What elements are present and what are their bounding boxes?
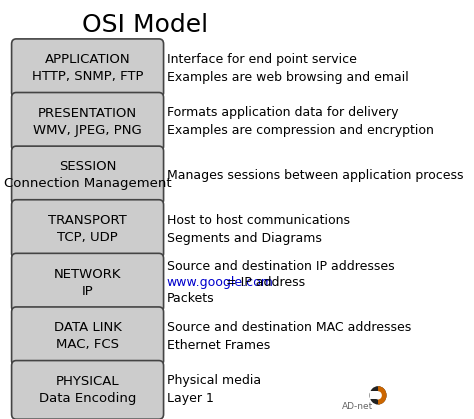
Text: NETWORK
IP: NETWORK IP <box>54 268 121 297</box>
Text: Formats application data for delivery
Examples are compression and encryption: Formats application data for delivery Ex… <box>167 106 434 137</box>
FancyBboxPatch shape <box>11 39 164 98</box>
Text: Host to host communications
Segments and Diagrams: Host to host communications Segments and… <box>167 214 350 245</box>
FancyBboxPatch shape <box>11 307 164 366</box>
Text: AD-net: AD-net <box>342 402 373 411</box>
Text: Source and destination IP addresses: Source and destination IP addresses <box>167 260 394 273</box>
Text: Physical media
Layer 1: Physical media Layer 1 <box>167 375 261 405</box>
Text: PHYSICAL
Data Encoding: PHYSICAL Data Encoding <box>39 375 136 405</box>
FancyBboxPatch shape <box>370 391 378 399</box>
Text: Packets: Packets <box>167 292 214 305</box>
Text: Interface for end point service
Examples are web browsing and email: Interface for end point service Examples… <box>167 53 409 84</box>
Circle shape <box>374 391 382 399</box>
Text: OSI Model: OSI Model <box>82 13 208 36</box>
Text: Manages sessions between application process: Manages sessions between application pro… <box>167 169 463 182</box>
Text: Source and destination MAC addresses
Ethernet Frames: Source and destination MAC addresses Eth… <box>167 321 411 352</box>
Text: APPLICATION
HTTP, SNMP, FTP: APPLICATION HTTP, SNMP, FTP <box>32 53 143 83</box>
Text: www.google.com: www.google.com <box>167 276 273 289</box>
FancyBboxPatch shape <box>11 146 164 205</box>
FancyBboxPatch shape <box>11 253 164 312</box>
Text: TRANSPORT
TCP, UDP: TRANSPORT TCP, UDP <box>48 214 127 244</box>
Text: DATA LINK
MAC, FCS: DATA LINK MAC, FCS <box>54 321 121 351</box>
FancyBboxPatch shape <box>11 200 164 259</box>
Text: PRESENTATION
WMV, JPEG, PNG: PRESENTATION WMV, JPEG, PNG <box>33 107 142 137</box>
Wedge shape <box>378 386 386 405</box>
FancyBboxPatch shape <box>11 361 164 419</box>
Text: = IP address: = IP address <box>227 276 306 289</box>
Text: SESSION
Connection Management: SESSION Connection Management <box>4 160 172 191</box>
Circle shape <box>370 386 386 405</box>
FancyBboxPatch shape <box>11 93 164 151</box>
